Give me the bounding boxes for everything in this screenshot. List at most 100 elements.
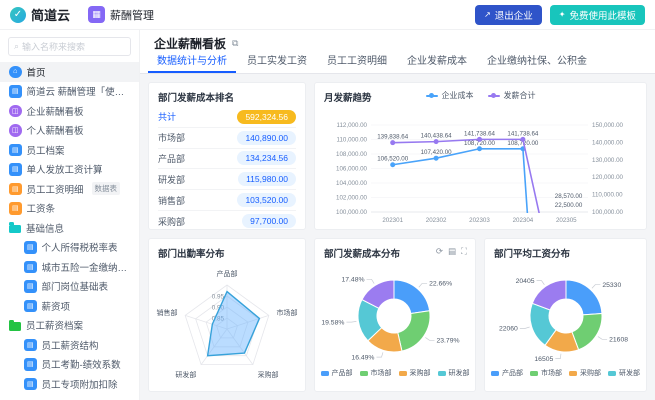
fullscreen-icon[interactable]: ⛶ xyxy=(461,245,467,256)
sidebar-item-员工工资明细[interactable]: ▤ 员工工资明细 数据表 xyxy=(0,179,139,199)
legend-marker xyxy=(608,370,616,376)
cost-share-chart: 22.66% 23.79% 16.49% 19.58% 17.48% xyxy=(321,277,459,362)
sidebar-item-企业薪酬看板[interactable]: ◫ 企业薪酬看板 xyxy=(0,101,139,121)
sidebar-item-label: 单人发放工资计算 xyxy=(26,165,103,177)
dept-cost-rank-card: 部门发薪成本排名 共计 592,324.56 市场部 140,890.00 产品部 134… xyxy=(148,82,306,230)
sidebar-item-员工考勤-绩效系数[interactable]: ▤ 员工考勤-绩效系数 xyxy=(0,355,139,375)
avg-salary-chart: 25330 21608 16505 22060 20405 xyxy=(498,278,628,363)
folder-icon xyxy=(9,222,21,233)
exit-enterprise-button[interactable]: ↗ 退出企业 xyxy=(475,4,542,25)
legend-label: 市场部 xyxy=(541,370,562,377)
legend-item-市场部[interactable]: 市场部 xyxy=(530,368,562,378)
sidebar-item-单人发放工资计算[interactable]: ▤ 单人发放工资计算 xyxy=(0,160,139,180)
sidebar-item-个人薪酬看板[interactable]: ◫ 个人薪酬看板 xyxy=(0,121,139,141)
legend-label: 研发部 xyxy=(619,370,640,377)
form-icon: ▤ xyxy=(9,143,22,156)
sidebar-item-label: 个人薪酬看板 xyxy=(26,126,84,138)
svg-text:107,420.00: 107,420.00 xyxy=(421,149,453,156)
use-template-button[interactable]: ✦ 免费使用此模板 xyxy=(549,4,645,25)
svg-text:产品部: 产品部 xyxy=(217,269,238,278)
form-icon: ▤ xyxy=(24,241,37,254)
monthly-trend-card: 月发薪趋势 企业成本 发薪合计 112,000.00 110,000.00 108,0… xyxy=(314,82,647,230)
exit-icon: ↗ xyxy=(484,10,491,19)
cost-share-legend: 产品部 市场部 采购部 研发部 xyxy=(315,367,475,382)
sidebar-item-个人所得税税率表[interactable]: ▤ 个人所得税税率表 xyxy=(0,238,139,258)
sidebar: ⌕ ⌂首页▤简道云 薪酬管理「使用说明」◫企业薪酬看板◫个人薪酬看板▤员工档案▤… xyxy=(0,30,140,400)
sidebar-item-label: 员工档案 xyxy=(26,145,65,157)
svg-text:采购部: 采购部 xyxy=(258,370,279,379)
legend-item-产品部[interactable]: 产品部 xyxy=(320,368,353,378)
table-row: 研发部 115,980.00 xyxy=(158,169,296,191)
form-icon: ▤ xyxy=(9,163,22,176)
radar-card-title: 部门出勤率分布 xyxy=(158,249,225,260)
refresh-icon[interactable]: ⟳ xyxy=(435,245,444,256)
legend-item-采购部[interactable]: 采购部 xyxy=(398,368,431,378)
tab-数据统计与分析[interactable]: 数据统计与分析 xyxy=(148,52,236,73)
sidebar-nav: ⌂ 首页 ▤ 简道云 薪酬管理「使用说明」 ◫ 企业薪酬看板 ◫ 个人薪酬看板 ▤ 员工档案 ▤ 单人… xyxy=(0,62,139,394)
tab-员工工资明细[interactable]: 员工工资明细 xyxy=(327,56,387,67)
sidebar-item-label: 员工薪资档案 xyxy=(26,321,84,333)
topbar: ✓ 简道云 ▦ 薪酬管理 ↗ 退出企业 ✦ 免费使用此模板 xyxy=(0,0,655,30)
legend-item-研发部[interactable]: 研发部 xyxy=(608,368,640,378)
sidebar-search[interactable]: ⌕ xyxy=(8,37,131,56)
workspace-name: 薪酬管理 xyxy=(110,9,155,22)
legend-marker xyxy=(491,370,499,376)
svg-text:130,000.00: 130,000.00 xyxy=(592,157,624,164)
legend-item-采购部[interactable]: 采购部 xyxy=(569,368,601,378)
share-icon[interactable]: ⧉ xyxy=(232,37,239,48)
sidebar-item-部门岗位基础表[interactable]: ▤ 部门岗位基础表 xyxy=(0,277,139,297)
svg-text:202304: 202304 xyxy=(513,217,534,224)
rank-row-value: 115,980.00 xyxy=(238,172,296,187)
svg-text:106,520.00: 106,520.00 xyxy=(377,156,409,163)
legend-item-产品部[interactable]: 产品部 xyxy=(491,368,523,378)
trend-card-title: 月发薪趋势 xyxy=(324,93,372,104)
form-icon: ▤ xyxy=(24,338,37,351)
svg-text:110,000.00: 110,000.00 xyxy=(336,137,367,144)
doc-icon: ▤ xyxy=(9,85,22,98)
rank-row-label: 产品部 xyxy=(158,153,186,164)
svg-text:100,000.00: 100,000.00 xyxy=(336,209,368,216)
sidebar-item-label: 员工专项附加扣除 xyxy=(41,379,118,391)
folder-icon xyxy=(9,319,21,331)
svg-text:0.95: 0.95 xyxy=(212,294,225,301)
form-icon: ▤ xyxy=(24,358,37,371)
tab-员工实发工资[interactable]: 员工实发工资 xyxy=(247,56,307,67)
svg-text:0.85: 0.85 xyxy=(212,316,225,323)
sidebar-item-薪资项[interactable]: ▤ 薪资项 xyxy=(0,296,139,316)
svg-text:202303: 202303 xyxy=(469,217,490,224)
tab-企业发薪成本[interactable]: 企业发薪成本 xyxy=(407,56,467,67)
sidebar-item-员工薪资档案[interactable]: 员工薪资档案 xyxy=(0,316,139,336)
legend-item-市场部[interactable]: 市场部 xyxy=(359,368,392,378)
workspace-switcher[interactable]: ▦ 薪酬管理 xyxy=(88,6,154,23)
form-icon: ▤ xyxy=(24,280,37,293)
sidebar-item-员工档案[interactable]: ▤ 员工档案 xyxy=(0,140,139,160)
sidebar-item-label: 员工薪资结构 xyxy=(41,340,99,352)
sidebar-item-label: 首页 xyxy=(26,67,46,79)
sidebar-item-首页[interactable]: ⌂ 首页 xyxy=(0,62,139,82)
sidebar-item-城市五险一金缴纳比例[interactable]: ▤ 城市五险一金缴纳比例 xyxy=(0,257,139,277)
svg-text:0.90: 0.90 xyxy=(212,305,225,312)
svg-text:22,500.00: 22,500.00 xyxy=(555,202,583,209)
search-input[interactable] xyxy=(22,41,125,52)
sidebar-item-label: 部门岗位基础表 xyxy=(41,282,109,294)
monthly-trend-chart: 112,000.00 110,000.00 108,000.00 106,000.00… xyxy=(336,122,624,224)
legend-label: 采购部 xyxy=(409,370,431,377)
table-view-icon[interactable]: ▤ xyxy=(448,245,457,256)
sidebar-item-员工专项附加扣除[interactable]: ▤ 员工专项附加扣除 xyxy=(0,374,139,394)
legend-marker xyxy=(320,370,329,376)
sidebar-item-基础信息[interactable]: 基础信息 xyxy=(0,218,139,238)
legend-label: 产品部 xyxy=(331,370,353,377)
svg-text:17.48%: 17.48% xyxy=(341,277,364,284)
svg-text:21608: 21608 xyxy=(609,337,628,344)
sidebar-item-工资条[interactable]: ▤ 工资条 xyxy=(0,199,139,219)
avg-salary-card: 部门平均工资分布 25330 21608 16505 22060 20405 产品部 市场… xyxy=(484,238,647,392)
sidebar-item-员工薪资结构[interactable]: ▤ 员工薪资结构 xyxy=(0,335,139,355)
legend-item-研发部[interactable]: 研发部 xyxy=(437,368,470,378)
legend-marker xyxy=(530,370,538,376)
tab-企业缴纳社保、公积金[interactable]: 企业缴纳社保、公积金 xyxy=(487,56,587,67)
sidebar-item-label: 薪资项 xyxy=(41,301,71,313)
rank-row-value: 592,324.56 xyxy=(237,109,296,124)
sidebar-item-简道云 薪酬管理「使用说明」[interactable]: ▤ 简道云 薪酬管理「使用说明」 xyxy=(0,82,139,102)
